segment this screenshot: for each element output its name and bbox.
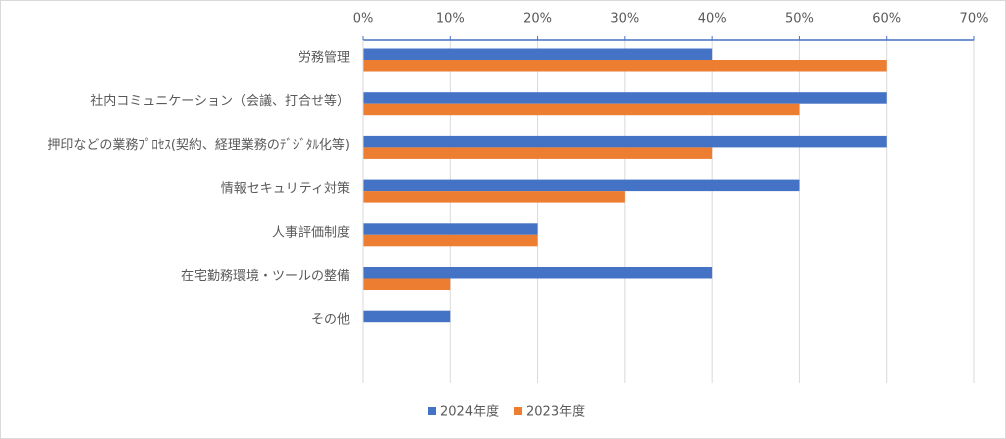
legend-label: 2024年度 bbox=[440, 404, 499, 420]
bar bbox=[363, 234, 538, 247]
bar bbox=[363, 135, 887, 148]
y-tick-label: 在宅勤務環境・ツールの整備 bbox=[181, 268, 350, 284]
bar bbox=[363, 48, 713, 60]
bar bbox=[363, 60, 887, 72]
bar bbox=[363, 310, 451, 323]
x-tick-label: 70% bbox=[960, 12, 989, 27]
y-tick-label: その他 bbox=[311, 313, 350, 328]
bar bbox=[363, 278, 451, 290]
bar bbox=[363, 179, 800, 192]
x-tick-label: 40% bbox=[698, 12, 727, 27]
legend-swatch bbox=[514, 407, 522, 415]
legend-swatch bbox=[428, 407, 436, 415]
x-tick-label: 20% bbox=[523, 12, 552, 27]
x-tick-label: 60% bbox=[872, 12, 901, 27]
y-tick-label: 押印などの業務ﾌﾟﾛｾｽ(契約、経理業務のﾃﾞｼﾞﾀﾙ化等) bbox=[47, 137, 350, 153]
bar bbox=[363, 267, 713, 279]
legend-label: 2023年度 bbox=[526, 404, 585, 420]
x-tick-label: 10% bbox=[436, 12, 465, 27]
x-tick-label: 30% bbox=[610, 12, 639, 27]
bar bbox=[363, 92, 887, 104]
y-tick-label: 労務管理 bbox=[298, 51, 350, 66]
bar bbox=[363, 147, 713, 159]
y-tick-label: 社内コミュニケーション（会議、打合せ等） bbox=[90, 93, 350, 109]
y-tick-label: 人事評価制度 bbox=[272, 224, 350, 240]
bar bbox=[363, 103, 800, 116]
y-tick-label: 情報セキュリティ対策 bbox=[221, 181, 350, 197]
bar bbox=[363, 223, 538, 235]
bar bbox=[363, 191, 625, 203]
x-tick-label: 50% bbox=[785, 12, 814, 27]
x-tick-label: 0% bbox=[353, 12, 374, 27]
